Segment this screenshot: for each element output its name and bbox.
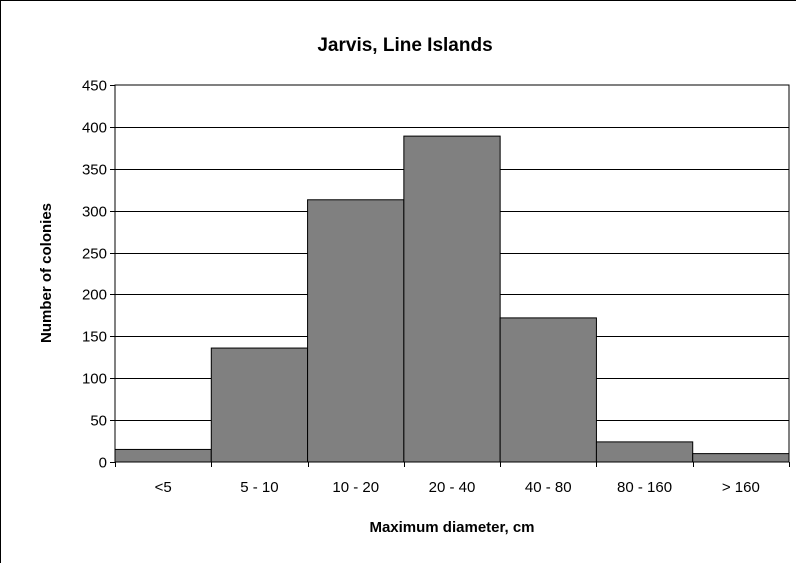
- x-tick-label: > 160: [722, 479, 760, 496]
- bar: [307, 199, 405, 463]
- x-axis-ticks: <5 5 - 10 10 - 20 20 - 40 40 - 80 80 - 160 > 1…: [115, 462, 790, 496]
- y-tick-label: 100: [82, 371, 107, 388]
- y-tick-label: 300: [82, 204, 107, 221]
- x-tick-label: <5: [155, 479, 172, 496]
- plot-area-border: [114, 84, 790, 463]
- x-axis-label: Maximum diameter, cm: [369, 519, 534, 536]
- x-tick-label: 40 - 80: [525, 479, 572, 496]
- y-tick-label: 150: [82, 329, 107, 346]
- bar: [114, 448, 212, 463]
- bar: [692, 453, 790, 463]
- y-tick-label: 400: [82, 120, 107, 137]
- x-tick-label: 20 - 40: [429, 479, 476, 496]
- x-tick-label: 5 - 10: [240, 479, 278, 496]
- y-axis-label: Number of colonies: [38, 203, 55, 343]
- bar: [210, 347, 309, 463]
- y-tick-label: 50: [90, 413, 107, 430]
- chart-title: Jarvis, Line Islands: [317, 35, 492, 56]
- x-tick-label: 80 - 160: [617, 479, 672, 496]
- x-tick-label: 10 - 20: [332, 479, 379, 496]
- bar: [595, 441, 694, 463]
- bars: [114, 135, 790, 463]
- y-tick-label: 350: [82, 162, 107, 179]
- y-tick-label: 0: [99, 455, 107, 472]
- bar: [403, 135, 501, 463]
- y-axis-ticks: 0 50 100 150 200 250 300 350 400 450: [82, 78, 115, 472]
- bar: [499, 317, 597, 463]
- y-tick-label: 250: [82, 246, 107, 263]
- y-tick-label: 450: [82, 78, 107, 95]
- y-tick-label: 200: [82, 287, 107, 304]
